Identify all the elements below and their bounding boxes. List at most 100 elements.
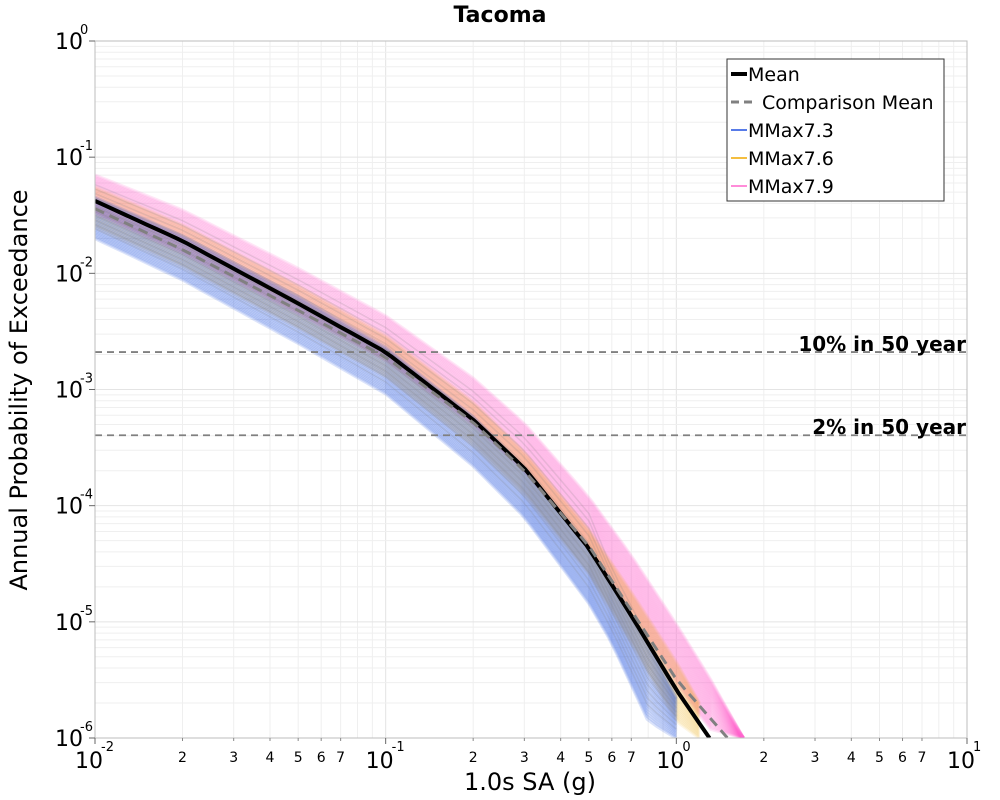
- series-line-mean: [95, 199, 712, 738]
- branch-curve: [95, 219, 678, 723]
- x-minor-tick-label: 4: [556, 750, 565, 766]
- x-minor-tick-label: 3: [520, 750, 529, 766]
- branch-curve: [95, 187, 701, 706]
- x-minor-tick-label: 2: [178, 750, 187, 766]
- branch-curve: [95, 199, 745, 738]
- branch-curve: [95, 219, 701, 735]
- branch-curve: [95, 192, 745, 738]
- x-minor-tick-label: 6: [317, 750, 326, 766]
- branch-curve: [95, 191, 701, 709]
- branch-curve: [95, 194, 701, 712]
- legend-item: MMax7.6: [731, 148, 834, 170]
- branch-curve: [95, 236, 678, 738]
- branch-curve: [95, 218, 701, 734]
- branch-curve: [95, 219, 677, 722]
- x-minor-tick-label: 2: [469, 750, 478, 766]
- branch-curve: [95, 188, 745, 738]
- legend-label: Comparison Mean: [762, 92, 934, 114]
- x-tick-label-exp: -2: [101, 740, 114, 755]
- y-tick-label-base: 10: [55, 495, 83, 520]
- branch-curve: [95, 230, 678, 734]
- branch-curve: [95, 188, 677, 692]
- branch-curve: [95, 192, 677, 696]
- annotations: 10% in 50 year 2% in 50 year: [798, 332, 966, 439]
- legend-label: MMax7.3: [748, 120, 834, 142]
- reference-line-label: 2% in 50 year: [812, 415, 966, 439]
- branch-curve: [95, 189, 701, 708]
- branch-curve: [95, 191, 745, 738]
- branch-curve: [95, 215, 701, 731]
- branch-curve: [95, 207, 678, 711]
- branch-curve: [95, 228, 677, 730]
- y-tick-label-base: 10: [55, 262, 83, 287]
- y-tick-label-exp: -6: [80, 720, 93, 735]
- legend-box: [726, 58, 945, 202]
- branch-curve: [95, 197, 745, 738]
- x-tick-label-exp: 0: [682, 740, 690, 755]
- branch-curve: [95, 232, 678, 736]
- x-minor-tick-label: 5: [584, 750, 593, 766]
- branch-curve: [95, 183, 677, 688]
- y-tick-label-exp: -5: [80, 604, 93, 619]
- x-tick-label-base: 10: [75, 749, 103, 774]
- y-tick-label-exp: -2: [80, 255, 93, 270]
- x-minor-tick-label: 7: [336, 750, 345, 766]
- branch-overlay: [95, 183, 677, 730]
- branch-curve: [95, 195, 701, 713]
- branch-curve: [95, 187, 745, 738]
- branch-curve: [95, 228, 678, 731]
- x-minor-tick-label: 5: [294, 750, 303, 766]
- legend-label: MMax7.6: [748, 148, 834, 170]
- branch-curve: [95, 225, 701, 738]
- branch-curve: [95, 188, 701, 707]
- branch-curve: [95, 181, 745, 738]
- branch-curve: [95, 211, 701, 727]
- branch-curve: [95, 229, 678, 733]
- branch-curve: [95, 211, 678, 715]
- branch-curve: [95, 180, 745, 738]
- series-line-comparison-mean: [95, 207, 729, 738]
- branch-curve: [95, 210, 677, 713]
- branch-curve: [95, 222, 678, 725]
- branch-curve: [95, 177, 745, 738]
- y-tick-label-base: 10: [55, 611, 83, 636]
- branch-curve: [95, 198, 701, 716]
- y-tick-label-base: 10: [55, 146, 83, 171]
- branch-curve: [95, 212, 701, 728]
- branch-curve: [95, 214, 677, 717]
- branch-curve: [95, 224, 701, 738]
- branch-curve: [95, 193, 745, 738]
- branch-curve: [95, 203, 678, 707]
- y-tick-label-exp: -4: [80, 488, 93, 503]
- branch-curve: [95, 197, 677, 700]
- branch-curve: [95, 222, 701, 737]
- y-axis-label: Annual Probability of Exceedance: [5, 189, 33, 590]
- legend-label: Mean: [748, 64, 800, 86]
- x-tick-label-exp: -1: [392, 740, 405, 755]
- branch-curve: [95, 208, 701, 725]
- branch-curve: [95, 174, 745, 738]
- x-minor-tick-label: 3: [811, 750, 820, 766]
- legend: Mean Comparison Mean MMax7.3 MMax7.6 MMax7.9: [726, 58, 945, 202]
- reference-lines: [95, 351, 967, 437]
- x-minor-tick-label: 7: [627, 750, 636, 766]
- x-minor-tick-label: 6: [898, 750, 907, 766]
- branch-curve: [95, 178, 745, 738]
- legend-label: MMax7.9: [748, 176, 834, 198]
- branch-curve: [95, 221, 701, 736]
- branch-curve: [95, 223, 678, 727]
- branch-curve: [95, 209, 701, 726]
- branch-curve: [95, 223, 677, 726]
- legend-item: MMax7.3: [731, 120, 834, 142]
- branch-curve: [95, 220, 678, 724]
- y-tick-label-base: 10: [55, 30, 83, 55]
- x-minor-tick-label: 4: [847, 750, 856, 766]
- x-minor-tick-label: 6: [607, 750, 616, 766]
- legend-item: Mean: [731, 64, 800, 86]
- branch-curve: [95, 235, 678, 738]
- branch-curve: [95, 214, 678, 718]
- branch-curve: [95, 176, 745, 738]
- y-tick-label-base: 10: [55, 379, 83, 404]
